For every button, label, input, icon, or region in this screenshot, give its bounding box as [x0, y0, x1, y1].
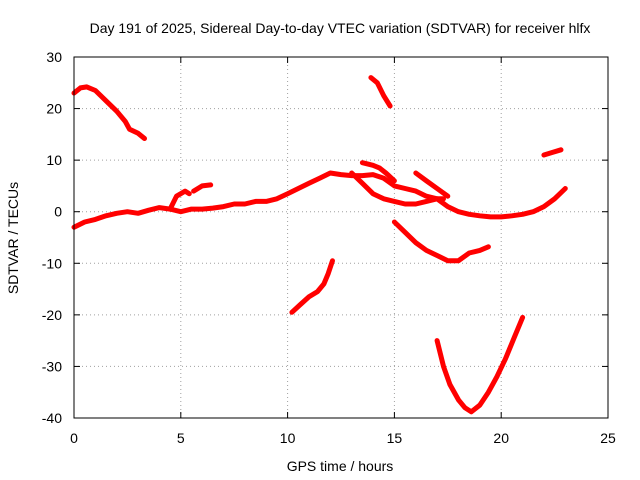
series-track-9: [391, 219, 491, 264]
y-tick-label: -10: [42, 255, 62, 271]
series-track-3: [167, 188, 192, 212]
y-tick-label: 30: [46, 49, 62, 65]
series-track-10: [289, 258, 335, 315]
y-tick-label: -20: [42, 307, 62, 323]
x-axis-title: GPS time / hours: [287, 458, 394, 474]
x-tick-label: 5: [177, 430, 185, 446]
series-track-8: [368, 75, 393, 109]
y-tick-label: -40: [42, 410, 62, 426]
y-tick-label: 10: [46, 152, 62, 168]
x-tick-label: 15: [387, 430, 403, 446]
x-tick-label: 25: [600, 430, 616, 446]
x-tick-label: 10: [280, 430, 296, 446]
series-track-1: [71, 84, 147, 141]
series-track-4: [191, 182, 214, 194]
x-tick-label: 0: [70, 430, 78, 446]
y-axis-title: SDTVAR / TECUs: [5, 182, 21, 294]
plot-frame: [73, 56, 609, 419]
series-track-7: [413, 170, 451, 199]
data-series: [71, 75, 568, 415]
series-track-2: [71, 170, 568, 230]
x-tick-label: 20: [493, 430, 509, 446]
axis-ticks: [73, 56, 609, 419]
y-tick-label: 20: [46, 101, 62, 117]
y-tick-label: -30: [42, 358, 62, 374]
series-track-5: [349, 170, 446, 207]
chart-title: Day 191 of 2025, Sidereal Day-to-day VTE…: [90, 20, 591, 36]
series-track-12: [541, 147, 564, 158]
y-tick-label: 0: [54, 204, 62, 220]
tick-labels: 0 5 10 15 20 25 -40 -30 -20 -10 0 10 20 30: [42, 49, 616, 446]
grid: [74, 57, 608, 418]
series-track-11: [434, 314, 526, 415]
series-track-6: [359, 160, 397, 184]
